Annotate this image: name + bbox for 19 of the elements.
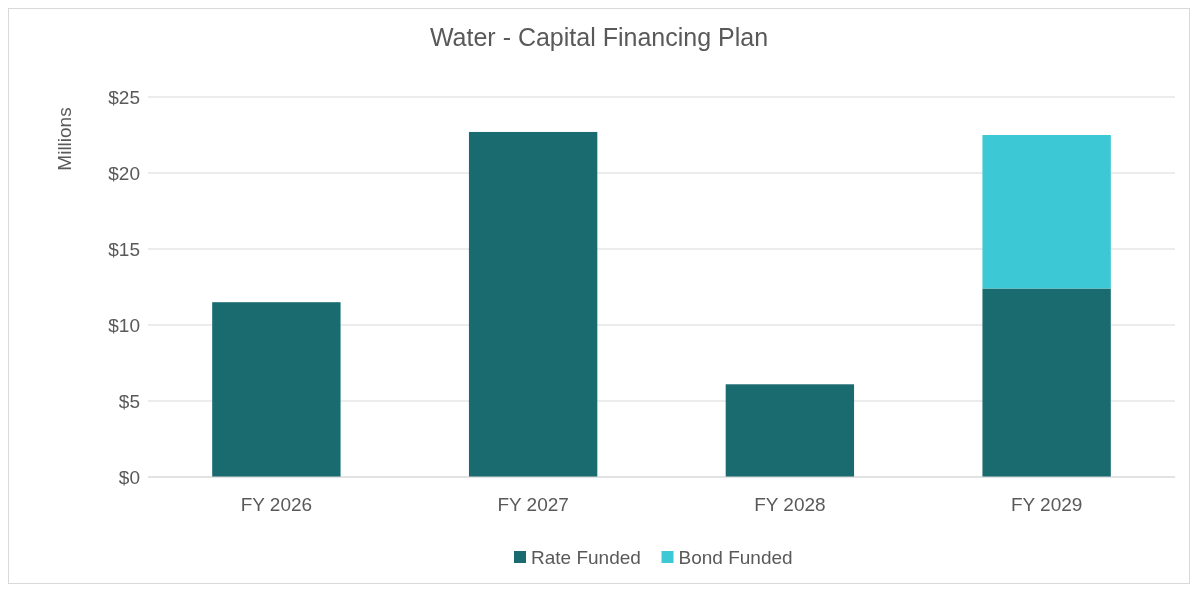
y-tick-label: $15 [108, 238, 140, 260]
y-tick-label: $20 [108, 162, 140, 184]
y-tick-label: $0 [118, 466, 140, 488]
y-tick-label: $5 [118, 390, 140, 412]
x-tick-label: FY 2027 [497, 494, 569, 515]
bar [982, 135, 1111, 289]
y-axis-title: Millions [54, 107, 75, 171]
y-tick-label: $10 [108, 314, 140, 336]
legend-label: Rate Funded [531, 546, 641, 568]
x-tick-label: FY 2026 [240, 494, 313, 515]
legend-label: Bond Funded [678, 546, 793, 568]
x-tick-label: FY 2028 [754, 494, 826, 515]
bar [725, 384, 855, 477]
bar [212, 302, 341, 477]
bar [982, 288, 1111, 477]
chart-title: Water - Capital Financing Plan [429, 23, 769, 51]
y-tick-label: $25 [108, 86, 140, 108]
bar [468, 131, 598, 477]
x-tick-label: FY 2029 [1010, 494, 1083, 515]
